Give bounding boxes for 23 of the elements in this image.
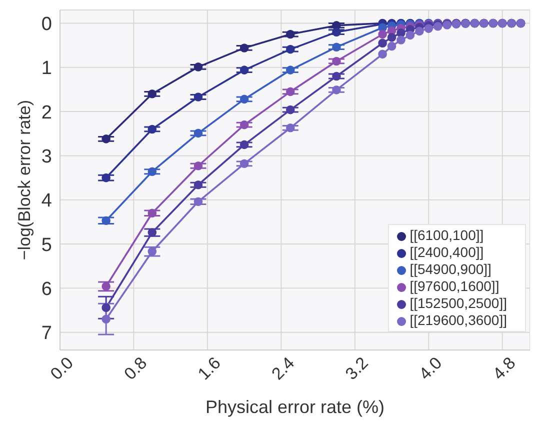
legend-label: [[97600,1600]] — [410, 278, 500, 294]
x-tick-label: 4.0 — [415, 353, 446, 384]
x-tick-label: 0.0 — [46, 353, 77, 384]
legend-label: [[219600,3600]] — [410, 312, 507, 328]
x-tick-label: 1.6 — [194, 353, 224, 384]
y-tick-label: 5 — [41, 234, 52, 256]
y-tick-label: 3 — [41, 146, 52, 168]
x-tick-label: 4.8 — [489, 353, 520, 384]
legend-label: [[152500,2500]] — [410, 295, 507, 311]
legend-label: [[2400,400]] — [410, 244, 484, 260]
x-tick-label: 3.2 — [342, 353, 372, 384]
legend-label: [[6100,100]] — [410, 227, 484, 243]
legend-label: [[54900,900]] — [410, 261, 492, 277]
y-tick-label: 7 — [41, 323, 52, 344]
x-tick-label: 2.4 — [268, 353, 298, 384]
y-tick-label: 4 — [41, 190, 52, 212]
x-axis-title: Physical error rate (%) — [205, 396, 385, 417]
y-axis-title: −log(Block error rate) — [15, 100, 34, 260]
y-tick-label: 6 — [41, 278, 52, 300]
y-tick-label: 2 — [41, 102, 52, 124]
y-tick-label: 1 — [41, 58, 52, 80]
x-tick-label: 0.8 — [120, 353, 151, 384]
y-tick-label: 0 — [41, 14, 52, 35]
